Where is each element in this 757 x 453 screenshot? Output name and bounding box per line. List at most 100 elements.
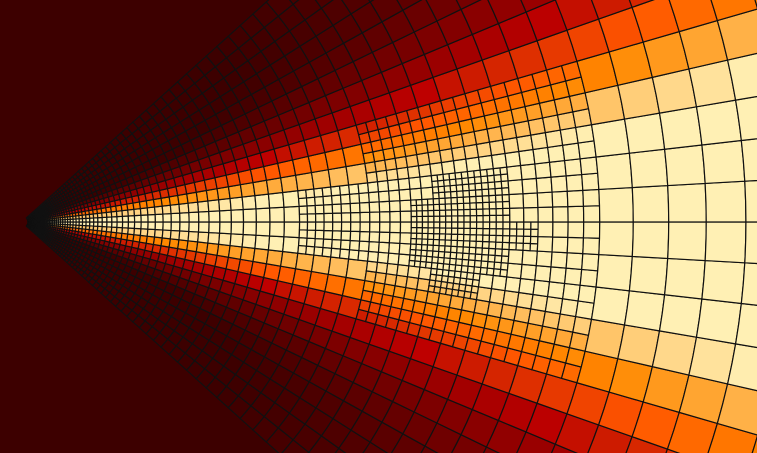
mesh-cell [475, 221, 484, 230]
mesh-cell [267, 235, 285, 253]
mesh-cell [305, 237, 316, 248]
mesh-cell [590, 118, 631, 158]
mesh-cell [488, 234, 497, 243]
mesh-cell [523, 221, 532, 230]
mesh-cell [207, 199, 221, 213]
mesh-cell [734, 95, 757, 142]
mesh-cell [421, 209, 429, 217]
mesh-cell [279, 250, 299, 270]
mesh-cell [469, 202, 478, 210]
mesh-cell [475, 214, 484, 223]
mesh-cell [288, 0, 300, 6]
mesh-cell [475, 208, 484, 217]
mesh-cell [445, 215, 453, 223]
mesh-cell [744, 179, 757, 223]
mesh-cell [438, 239, 446, 247]
mesh-cell [495, 201, 504, 210]
mesh-cell [444, 203, 453, 211]
mesh-cell [313, 237, 325, 249]
mesh-cell [427, 215, 435, 223]
mesh-cell [188, 221, 200, 233]
mesh-cell [509, 207, 525, 223]
mesh-cell [658, 106, 703, 150]
mesh-cell [495, 228, 504, 237]
mesh-cell [445, 221, 453, 229]
mesh-cell [574, 300, 595, 320]
mesh-cell [552, 205, 569, 223]
mesh-cell [368, 201, 381, 213]
mesh-cell [551, 236, 569, 254]
mesh-cell [433, 227, 441, 235]
mesh-cell [153, 228, 164, 239]
mesh-cell [563, 267, 583, 286]
mesh-cell [127, 215, 136, 223]
mesh-cell [388, 189, 401, 202]
mesh-cell [463, 215, 471, 223]
mesh-cell [179, 211, 190, 223]
mesh-cell [399, 199, 412, 212]
mesh-cell [462, 189, 471, 198]
mesh-cell [579, 156, 599, 176]
mesh-cell [493, 180, 503, 190]
mesh-cell [504, 150, 522, 168]
mesh-cell [559, 298, 579, 318]
mesh-cell [456, 202, 465, 211]
mesh-cell [482, 201, 491, 210]
mesh-cell [179, 221, 190, 233]
mesh-cell [298, 213, 309, 223]
mesh-cell [439, 221, 447, 229]
mesh-cell [427, 232, 435, 241]
mesh-cell [598, 221, 634, 258]
mesh-cell [508, 242, 517, 251]
mesh-cell [519, 263, 537, 281]
mesh-cell [551, 190, 569, 208]
mesh-cell [438, 227, 447, 235]
mesh-cell [516, 221, 525, 230]
mesh-cell [535, 176, 553, 194]
mesh-cell [397, 253, 411, 267]
mesh-cell [377, 241, 391, 254]
mesh-cell [427, 221, 435, 229]
mesh-cell [208, 221, 221, 234]
mesh-cell [331, 230, 343, 241]
mesh-cell [218, 209, 232, 223]
mesh-cell [408, 176, 422, 190]
mesh-cell [628, 0, 655, 9]
mesh-cell [561, 282, 581, 302]
mesh-cell [502, 221, 511, 230]
mesh-cell [469, 234, 478, 242]
mesh-cell [369, 221, 381, 233]
mesh-cell [455, 0, 482, 11]
mesh-cell [121, 215, 130, 223]
mesh-cell [474, 188, 483, 198]
mesh-cell [462, 233, 471, 242]
mesh-cell [529, 242, 539, 252]
mesh-cell [744, 221, 757, 265]
mesh-cell [339, 239, 351, 251]
mesh-cell [432, 197, 441, 206]
mesh-cell [330, 194, 342, 206]
mesh-cell [667, 221, 707, 262]
mesh-cell [487, 254, 496, 263]
mesh-cell [494, 187, 503, 196]
mesh-cell [577, 140, 597, 160]
mesh-cell [469, 214, 478, 223]
mesh-cell [461, 252, 470, 261]
mesh-cell [410, 210, 418, 218]
mesh-cell [298, 205, 309, 215]
mesh-cell [410, 215, 418, 223]
mesh-cell [147, 221, 156, 231]
mesh-cell [188, 211, 200, 223]
mesh-cell [522, 192, 539, 209]
mesh-cell [331, 203, 343, 214]
mesh-cell [550, 251, 568, 269]
mesh-cell [388, 200, 401, 213]
mesh-cell [751, 435, 757, 453]
mesh-cell [468, 195, 477, 204]
mesh-cell [463, 221, 471, 229]
mesh-cell [397, 177, 411, 191]
mesh-cell [451, 215, 459, 223]
mesh-cell [420, 243, 429, 252]
mesh-cell [421, 238, 429, 246]
